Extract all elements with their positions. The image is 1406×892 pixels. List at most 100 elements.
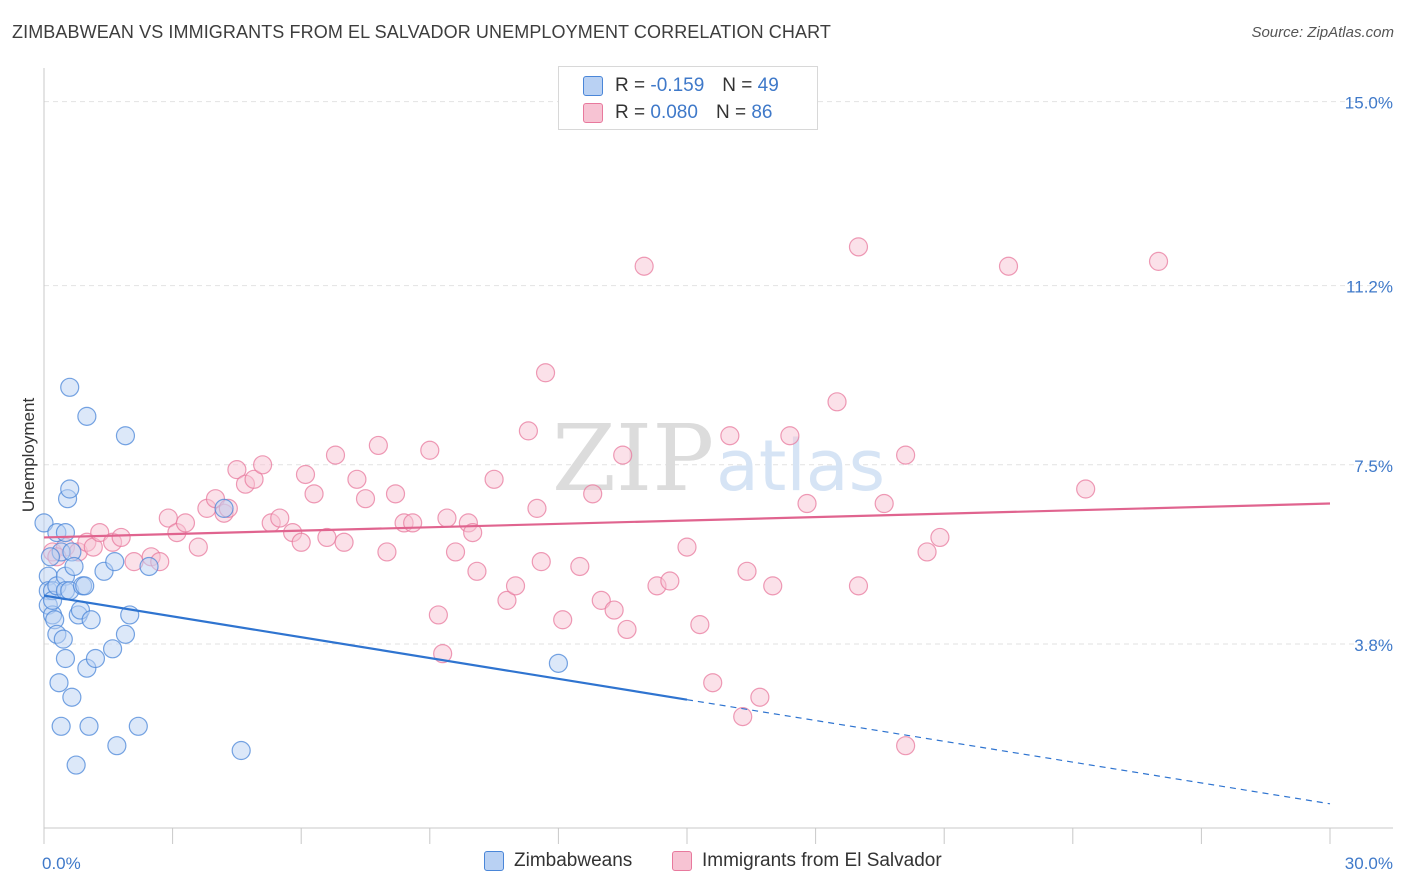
zimbabwean-point xyxy=(34,513,54,533)
zimbabwean-point xyxy=(62,687,82,707)
legend-row-el-salvador: R = 0.080 N = 86 xyxy=(583,100,772,126)
el-salvador-point xyxy=(703,673,723,693)
el-salvador-point xyxy=(617,619,637,640)
series-zimbabweans-points xyxy=(34,377,569,775)
zimbabweans-trend-line xyxy=(43,594,688,701)
zimbabwean-point xyxy=(75,576,95,596)
zimbabwean-point xyxy=(60,479,80,499)
zimbabwean-point xyxy=(214,498,234,518)
el-salvador-point xyxy=(527,498,547,518)
y-tick-label: 3.8% xyxy=(1354,636,1393,655)
y-tick-label: 11.2% xyxy=(1346,278,1393,297)
el-salvador-point xyxy=(1148,251,1169,271)
legend-r-value: -0.159 xyxy=(650,75,705,96)
el-salvador-point xyxy=(720,426,740,446)
el-salvador-point xyxy=(797,493,817,514)
el-salvador-point xyxy=(325,445,346,465)
zimbabwean-point xyxy=(66,755,86,775)
el-salvador-point xyxy=(111,527,131,548)
el-salvador-point xyxy=(385,484,406,504)
zimbabwean-point xyxy=(139,556,159,577)
el-salvador-point xyxy=(613,445,633,465)
legend-n-label: N = xyxy=(715,102,747,123)
source-label: Source: ZipAtlas.com xyxy=(1251,24,1394,41)
chart-title: ZIMBABWEAN VS IMMIGRANTS FROM EL SALVADO… xyxy=(12,22,831,42)
el-salvador-point xyxy=(244,469,264,489)
el-salvador-point xyxy=(848,576,869,596)
el-salvador-point xyxy=(604,600,624,620)
legend-swatch-pink xyxy=(672,851,692,871)
legend-n-label: N = xyxy=(722,75,753,96)
zimbabwean-point xyxy=(49,673,69,693)
el-salvador-point xyxy=(270,508,290,528)
legend-r-label: R = xyxy=(615,102,646,123)
el-salvador-point xyxy=(253,455,273,475)
zimbabwean-point xyxy=(53,629,73,649)
zimbabwean-point xyxy=(55,522,76,543)
legend-item-zimbabweans[interactable]: Zimbabweans xyxy=(484,850,632,872)
legend-n-value: 86 xyxy=(751,102,773,123)
zimbabwean-point xyxy=(77,406,97,426)
el-salvador-point xyxy=(334,532,354,552)
el-salvador-point xyxy=(848,237,869,257)
el-salvador-point xyxy=(827,392,847,412)
x-tick-label-min: 0.0% xyxy=(42,854,81,873)
el-salvador-point xyxy=(497,590,517,610)
el-salvador-point xyxy=(377,542,397,562)
el-salvador-point xyxy=(896,736,916,756)
el-salvador-point xyxy=(535,363,556,383)
el-salvador-point xyxy=(428,605,448,625)
el-salvador-point xyxy=(737,561,757,581)
zimbabwean-point xyxy=(107,736,127,756)
el-salvador-point xyxy=(733,707,753,727)
el-salvador-point xyxy=(227,460,247,480)
el-salvador-point xyxy=(874,493,894,514)
el-salvador-point xyxy=(896,445,916,465)
el-salvador-point xyxy=(660,571,680,591)
legend-item-el-salvador[interactable]: Immigrants from El Salvador xyxy=(672,850,942,872)
el-salvador-point xyxy=(484,469,504,489)
el-salvador-point xyxy=(291,532,311,552)
el-salvador-point xyxy=(518,421,538,441)
el-salvador-point xyxy=(505,576,526,596)
y-tick-label: 15.0% xyxy=(1345,94,1393,113)
el-salvador-point xyxy=(355,489,376,509)
y-tick-labels: 3.8% 7.5% 11.2% 15.0% xyxy=(1345,94,1393,655)
el-salvador-point xyxy=(583,484,603,504)
legend-label: Zimbabweans xyxy=(514,850,633,871)
zimbabwean-point xyxy=(102,639,123,659)
legend-swatch-blue xyxy=(484,851,504,871)
el-salvador-point xyxy=(690,615,710,635)
zimbabwean-point xyxy=(40,547,61,567)
series-legend: Zimbabweans Immigrants from El Salvador xyxy=(0,850,1406,878)
zimbabwean-point xyxy=(115,426,136,446)
el-salvador-point xyxy=(463,522,483,543)
el-salvador-point xyxy=(930,527,950,548)
el-salvador-point xyxy=(295,464,316,485)
el-salvador-point xyxy=(188,537,208,557)
zimbabwean-point xyxy=(79,716,99,736)
zimbabwean-point xyxy=(231,740,251,761)
el-salvador-point xyxy=(467,561,487,581)
el-salvador-point xyxy=(531,552,551,572)
x-tick-label-max: 30.0% xyxy=(1345,854,1393,873)
el-salvador-point xyxy=(750,687,770,707)
el-salvador-trend-line xyxy=(43,502,1331,539)
legend-n-value: 49 xyxy=(757,75,779,96)
el-salvador-point xyxy=(780,426,800,446)
el-salvador-point xyxy=(420,440,440,460)
el-salvador-point xyxy=(175,513,196,533)
legend-r-value: 0.080 xyxy=(650,102,698,123)
el-salvador-point xyxy=(634,256,654,276)
el-salvador-point xyxy=(1076,479,1096,499)
zimbabwean-point xyxy=(60,377,80,397)
el-salvador-point xyxy=(998,256,1019,276)
legend-swatch-blue xyxy=(583,76,603,96)
trend-lines xyxy=(43,502,1331,805)
y-tick-label: 7.5% xyxy=(1354,457,1393,476)
zimbabwean-point xyxy=(128,716,148,736)
el-salvador-point xyxy=(553,610,573,630)
el-salvador-point xyxy=(433,644,453,664)
el-salvador-point xyxy=(347,469,367,489)
